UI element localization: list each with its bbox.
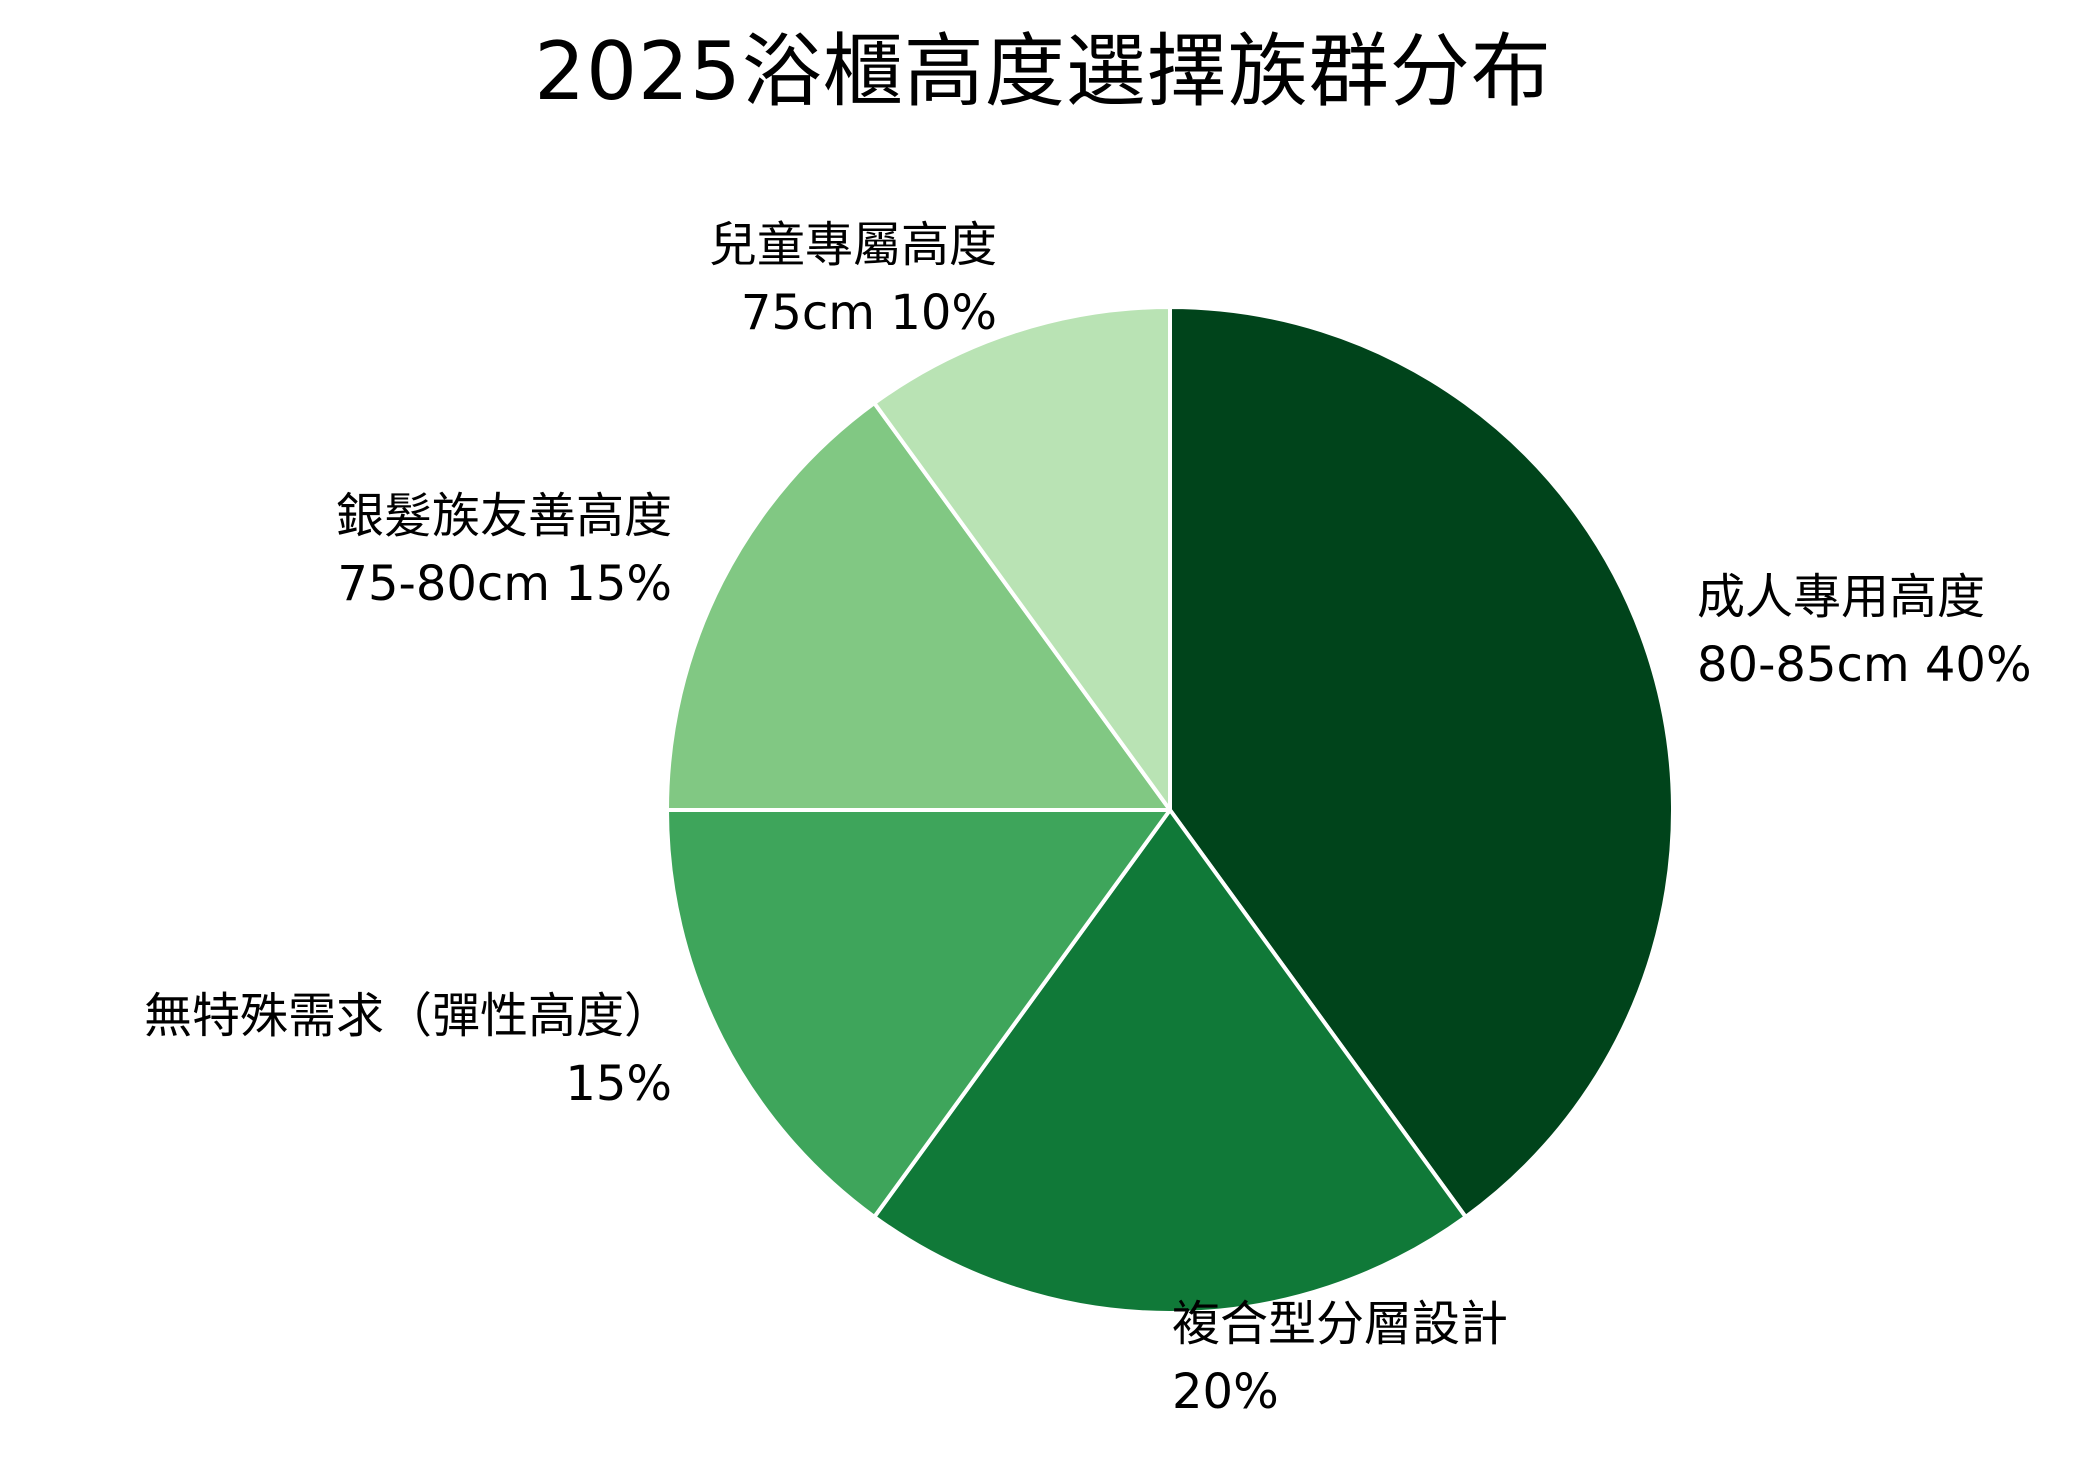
slice-label-senior: 銀髮族友善高度 75-80cm 15% (336, 482, 672, 618)
pie-slices (665, 305, 1675, 1316)
slice-label-combined-name: 複合型分層設計 (1172, 1296, 1509, 1352)
slice-label-senior-detail: 75-80cm 15% (337, 556, 672, 612)
slice-label-children-name: 兒童專屬高度 (708, 217, 997, 273)
pie-slice-senior (665, 401, 1172, 812)
pie-slice-adult (1168, 305, 1675, 1219)
slice-label-flexible: 無特殊需求（彈性高度） 15% (144, 982, 672, 1118)
slice-label-flexible-detail: 15% (565, 1056, 672, 1112)
pie-slice-combined (872, 808, 1468, 1316)
slice-label-combined: 複合型分層設計 20% (1172, 1290, 1508, 1426)
slice-label-senior-name: 銀髮族友善高度 (335, 488, 672, 544)
slice-label-children-detail: 75cm 10% (740, 285, 997, 341)
pie-slice-flexible (665, 808, 1172, 1219)
pie-slice-children (872, 305, 1172, 812)
chart-title: 2025浴櫃高度選擇族群分布 (534, 25, 1552, 118)
slice-label-children: 兒童專屬高度 75cm 10% (709, 211, 997, 347)
slice-label-adult: 成人專用高度 80-85cm 40% (1697, 563, 2032, 699)
slice-label-combined-detail: 20% (1172, 1364, 1279, 1420)
slice-label-adult-name: 成人專用高度 (1697, 569, 1986, 625)
slice-label-adult-detail: 80-85cm 40% (1697, 637, 2032, 693)
slice-label-flexible-name: 無特殊需求（彈性高度） (143, 988, 672, 1044)
